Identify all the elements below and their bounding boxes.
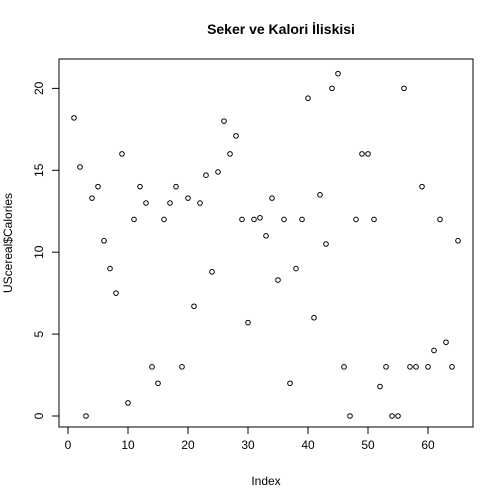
data-point <box>287 380 293 387</box>
plot-frame <box>58 58 474 428</box>
data-point <box>383 364 389 370</box>
data-point <box>233 133 239 139</box>
data-points <box>71 70 461 419</box>
data-point <box>101 237 107 244</box>
x-tick-label: 50 <box>361 438 375 452</box>
y-tick-label: 5 <box>32 330 46 337</box>
data-point <box>179 364 185 370</box>
data-point <box>443 339 449 346</box>
data-point <box>119 151 125 157</box>
data-point <box>77 164 83 170</box>
data-point <box>299 216 305 223</box>
data-point <box>407 364 413 370</box>
data-point <box>245 319 251 326</box>
data-point <box>215 169 221 175</box>
data-point <box>161 216 167 223</box>
data-point <box>221 118 227 124</box>
data-point <box>425 364 431 370</box>
data-point <box>293 265 299 272</box>
data-point <box>191 303 197 310</box>
data-point <box>107 265 113 272</box>
data-point <box>341 364 347 370</box>
data-point <box>275 277 281 283</box>
data-point <box>395 413 401 419</box>
data-point <box>377 383 383 390</box>
data-point <box>449 364 455 370</box>
data-point <box>413 364 419 370</box>
data-point <box>173 183 179 190</box>
y-tick-label: 15 <box>32 163 46 177</box>
data-point <box>365 151 371 157</box>
data-point <box>137 183 143 190</box>
data-point <box>197 200 203 206</box>
data-point <box>431 347 437 354</box>
data-point <box>329 85 335 92</box>
x-axis: 0 10 20 30 40 50 60 <box>65 426 435 452</box>
x-tick-label: 20 <box>181 438 195 452</box>
data-point <box>185 195 191 201</box>
data-point <box>389 413 395 419</box>
data-point <box>371 216 377 223</box>
data-point <box>359 151 365 157</box>
x-tick-label: 10 <box>121 438 135 452</box>
data-point <box>335 70 341 77</box>
data-point <box>401 85 407 92</box>
x-tick-label: 40 <box>301 438 315 452</box>
data-point <box>305 95 311 102</box>
data-point <box>89 195 95 201</box>
data-point <box>113 290 119 296</box>
data-point <box>317 192 323 198</box>
data-point <box>149 364 155 370</box>
data-point <box>455 237 461 244</box>
data-point <box>263 233 269 239</box>
data-point <box>323 241 329 247</box>
y-tick-label: 10 <box>32 245 46 259</box>
data-point <box>257 214 263 221</box>
data-point <box>155 380 161 387</box>
x-tick-label: 30 <box>241 438 255 452</box>
data-point <box>203 172 209 178</box>
y-axis: 0 5 10 15 20 <box>32 81 60 419</box>
data-point <box>131 216 137 223</box>
x-tick-label: 0 <box>65 438 72 452</box>
data-point <box>227 151 233 157</box>
data-point <box>95 183 101 190</box>
data-point <box>347 413 353 419</box>
data-point <box>167 200 173 206</box>
y-tick-label: 0 <box>32 412 46 419</box>
data-point <box>251 216 257 223</box>
data-point <box>281 216 287 223</box>
x-axis-label: Index <box>251 474 280 488</box>
data-point <box>239 216 245 223</box>
y-axis-label: UScereal$Calories <box>1 193 15 293</box>
x-tick-label: 60 <box>421 438 435 452</box>
data-point <box>269 195 275 201</box>
data-point <box>125 400 131 406</box>
data-point <box>83 413 89 419</box>
data-point <box>311 314 317 321</box>
data-point <box>209 269 215 275</box>
data-point <box>419 183 425 190</box>
data-point <box>143 200 149 206</box>
data-point <box>71 115 77 121</box>
y-tick-label: 20 <box>32 81 46 95</box>
data-point <box>437 216 443 223</box>
data-point <box>353 216 359 223</box>
chart-title: Seker ve Kalori İliskisi <box>207 21 355 37</box>
